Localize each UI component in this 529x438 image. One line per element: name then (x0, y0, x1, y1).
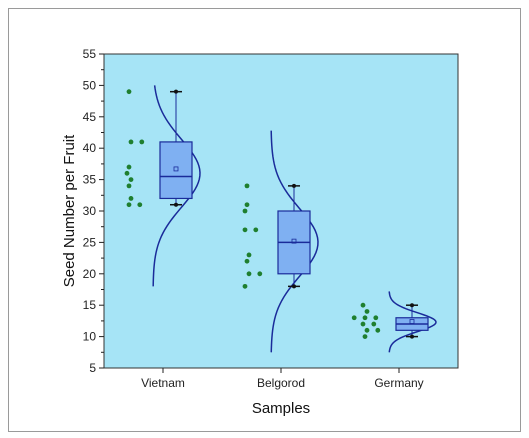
y-tick-label: 40 (83, 141, 97, 155)
whisker-end-marker (174, 202, 178, 207)
data-point (257, 271, 263, 277)
x-tick-label: Germany (374, 376, 423, 390)
data-point (137, 202, 143, 208)
data-point (139, 139, 145, 145)
y-axis-title: Seed Number per Fruit (61, 134, 78, 287)
mean-marker (409, 319, 415, 324)
data-point (124, 170, 130, 176)
data-point (360, 302, 366, 308)
data-point (244, 183, 250, 189)
data-point (362, 315, 368, 321)
whisker-end-marker (174, 89, 178, 94)
data-point (242, 227, 248, 233)
x-tick-label: Belgorod (257, 376, 305, 390)
y-tick-label: 5 (89, 361, 96, 375)
whisker-end-marker (410, 334, 414, 339)
x-axis-title: Samples (252, 400, 310, 417)
distribution-curve (388, 291, 437, 353)
data-point (126, 202, 132, 208)
data-point (128, 196, 134, 201)
y-tick-label: 30 (83, 204, 97, 218)
data-point (246, 252, 252, 258)
data-point (126, 89, 132, 95)
data-point (246, 271, 252, 277)
data-point (364, 327, 370, 333)
data-point (242, 283, 248, 289)
whisker-end-marker (410, 303, 414, 308)
y-tick-label: 55 (83, 47, 97, 61)
y-tick-label: 50 (83, 78, 97, 92)
data-point (128, 139, 134, 145)
data-point (126, 183, 132, 189)
data-point (253, 227, 259, 233)
data-point (351, 315, 357, 321)
data-point (371, 321, 377, 327)
data-point (362, 334, 368, 339)
axis-layer: 5 10 15 20 25 30 35 40 45 50 55 Vietnam Belgorod Germ… (83, 47, 424, 390)
data-point (244, 202, 250, 208)
whisker-end-marker (292, 284, 296, 289)
data-point (360, 321, 366, 327)
y-tick-label: 45 (83, 110, 97, 124)
data-point (128, 177, 134, 183)
y-tick-label: 25 (83, 235, 97, 249)
x-tick-label: Vietnam (141, 376, 185, 390)
y-tick-label: 10 (83, 330, 97, 344)
box (159, 141, 193, 200)
data-point (364, 309, 370, 314)
distribution-curve (270, 130, 319, 353)
distribution-curve (152, 85, 201, 287)
data-point (373, 315, 379, 321)
y-tick-label: 20 (83, 267, 97, 281)
data-point (242, 208, 248, 214)
mean-marker (291, 238, 297, 244)
data-layer (124, 85, 437, 353)
y-tick-label: 15 (83, 298, 97, 312)
data-point (375, 327, 381, 333)
data-point (244, 258, 250, 264)
data-point (126, 164, 132, 170)
y-tick-label: 35 (83, 173, 97, 187)
mean-marker (173, 166, 179, 172)
whisker-end-marker (292, 183, 296, 188)
